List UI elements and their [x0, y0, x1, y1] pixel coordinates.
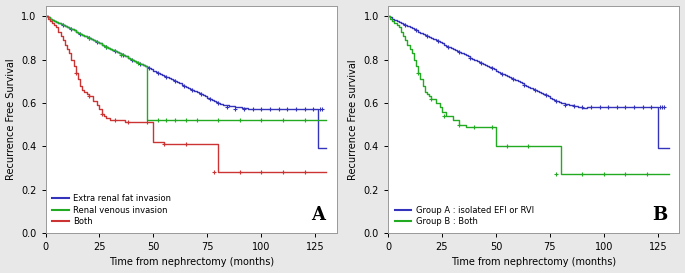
Legend: Extra renal fat invasion, Renal venous invasion, Both: Extra renal fat invasion, Renal venous i…	[50, 192, 173, 229]
Text: B: B	[653, 206, 668, 224]
Y-axis label: Recurrence Free survival: Recurrence Free survival	[348, 59, 358, 180]
X-axis label: Time from nephrectomy (months): Time from nephrectomy (months)	[109, 257, 274, 268]
X-axis label: Time from nephrectomy (months): Time from nephrectomy (months)	[451, 257, 616, 268]
Legend: Group A : isolated EFI or RVI, Group B : Both: Group A : isolated EFI or RVI, Group B :…	[393, 203, 536, 229]
Text: A: A	[311, 206, 325, 224]
Y-axis label: Recurrence Free Survival: Recurrence Free Survival	[5, 58, 16, 180]
